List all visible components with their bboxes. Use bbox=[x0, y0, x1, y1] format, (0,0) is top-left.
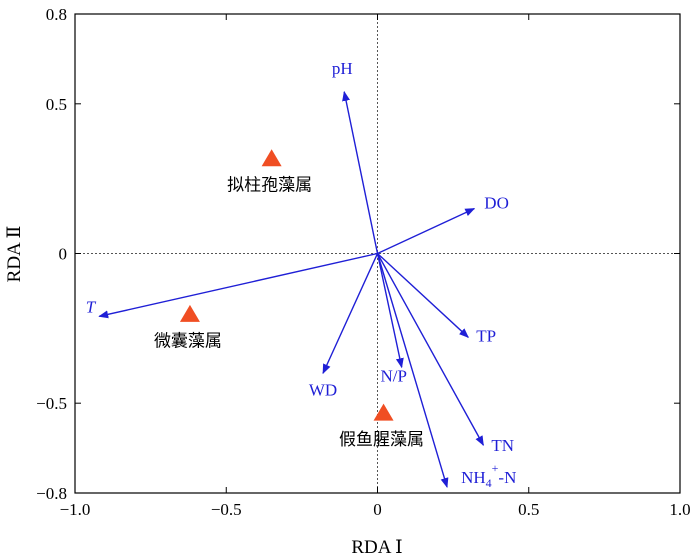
x-tick-label: 1.0 bbox=[669, 500, 690, 519]
vector-arrow-n-p bbox=[376, 253, 404, 369]
vector-arrow-do bbox=[377, 207, 476, 255]
site-label: 拟柱孢藻属 bbox=[227, 176, 312, 196]
site-label: 假鱼腥藻属 bbox=[339, 430, 424, 450]
vector-label-do: DO bbox=[484, 194, 509, 213]
vector-arrow-tp bbox=[377, 252, 469, 339]
vector-arrow-nh4-n bbox=[376, 253, 449, 488]
vector-label-wd: WD bbox=[309, 380, 337, 399]
site-marker-triangle bbox=[373, 403, 394, 421]
vector-arrow-t bbox=[98, 252, 378, 319]
y-tick-label: 0.8 bbox=[46, 5, 67, 24]
site-label: 微囊藻属 bbox=[154, 331, 222, 351]
site-marker-triangle bbox=[179, 304, 200, 322]
x-tick-label: 0.5 bbox=[518, 500, 539, 519]
vector-label-nh4-n: NH4+-N bbox=[461, 461, 516, 490]
x-tick-label: −1.0 bbox=[60, 500, 91, 519]
y-tick-label: 0 bbox=[59, 245, 68, 264]
vector-arrow-ph bbox=[342, 90, 379, 254]
vector-arrow-wd bbox=[322, 253, 379, 375]
x-axis-label: RDA Ⅰ bbox=[351, 537, 402, 558]
vector-arrow-tn bbox=[376, 253, 484, 446]
vector-label-tp: TP bbox=[476, 326, 496, 345]
vector-label-tn: TN bbox=[491, 436, 514, 455]
y-tick-label: −0.5 bbox=[36, 394, 67, 413]
y-axis-label: RDA Ⅱ bbox=[4, 226, 25, 283]
vector-label-n-p: N/P bbox=[380, 366, 406, 385]
x-tick-label: 0 bbox=[373, 500, 382, 519]
site-marker-triangle bbox=[261, 149, 282, 167]
y-tick-label: 0.5 bbox=[46, 95, 67, 114]
vector-label-t: T bbox=[86, 297, 97, 316]
y-tick-label: −0.8 bbox=[36, 484, 67, 503]
x-tick-label: −0.5 bbox=[211, 500, 242, 519]
vector-label-ph: pH bbox=[332, 59, 353, 78]
